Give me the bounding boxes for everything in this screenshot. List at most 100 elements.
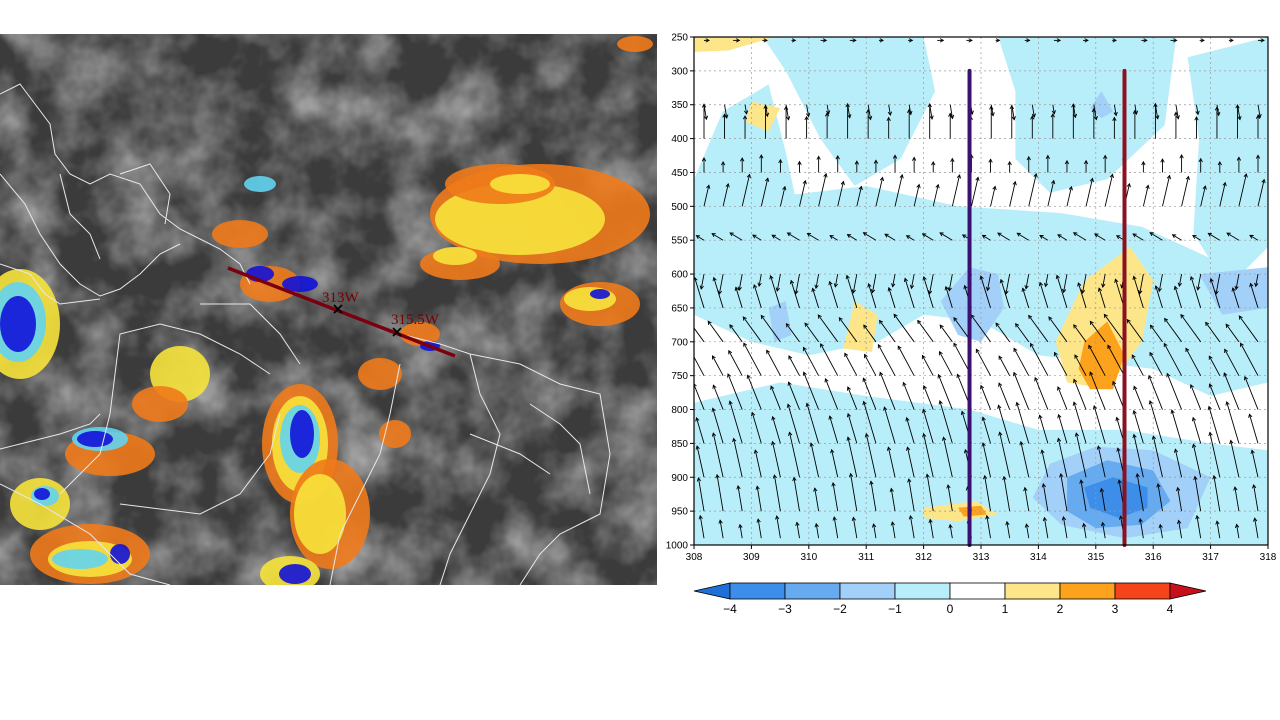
wind-arrow xyxy=(897,345,915,376)
wind-arrow xyxy=(1004,273,1011,295)
wind-arrow xyxy=(928,518,934,539)
wind-arrow xyxy=(1250,449,1259,478)
y-tick-label: 600 xyxy=(671,270,688,281)
wind-arrow xyxy=(1257,178,1266,207)
wind-arrow xyxy=(728,400,743,444)
wind-arrow xyxy=(922,385,934,410)
wind-arrow xyxy=(931,160,936,173)
wind-arrow xyxy=(1156,483,1163,512)
wind-arrow xyxy=(820,343,839,376)
wind-arrow xyxy=(1074,354,1087,376)
colorbar-box xyxy=(894,582,951,600)
wind-arrow xyxy=(778,158,783,173)
wind-arrow xyxy=(1005,520,1011,539)
wind-arrow xyxy=(1077,282,1087,309)
wind-arrow xyxy=(1157,273,1163,293)
wind-arrow xyxy=(736,484,743,512)
wind-arrow xyxy=(771,440,781,478)
wind-arrow xyxy=(1189,275,1202,309)
wind-arrow xyxy=(1149,232,1163,241)
wind-arrow xyxy=(788,431,800,478)
wind-arrow xyxy=(1059,472,1068,512)
wind-arrow xyxy=(1048,316,1068,343)
wind-arrow xyxy=(1214,273,1221,295)
wind-arrow xyxy=(870,273,877,294)
wind-arrow xyxy=(1007,160,1012,173)
wind-arrow xyxy=(1229,439,1240,478)
wind-arrow xyxy=(797,160,802,173)
wind-arrow xyxy=(863,324,877,343)
wind-arrow xyxy=(921,233,934,241)
wind-arrow xyxy=(865,108,871,139)
wind-arrow xyxy=(1097,287,1106,309)
wind-arrow xyxy=(732,437,743,478)
wind-arrow xyxy=(922,432,934,478)
wind-arrow xyxy=(1176,486,1183,512)
wind-arrow xyxy=(728,349,743,376)
wind-arrow xyxy=(998,355,1011,376)
wind-arrow xyxy=(729,324,743,343)
wind-arrow xyxy=(1085,177,1094,207)
wind-arrow xyxy=(1071,103,1076,139)
wind-arrow xyxy=(760,314,781,343)
wind-arrow xyxy=(1138,273,1144,295)
wind-arrow xyxy=(1132,275,1144,309)
wind-arrow xyxy=(712,276,724,309)
wind-arrow xyxy=(701,103,707,139)
wind-arrow xyxy=(785,322,800,343)
wind-arrow xyxy=(1217,160,1222,173)
wind-arrow xyxy=(818,172,828,207)
colorbar-box xyxy=(1114,582,1171,600)
wind-arrow xyxy=(707,320,724,343)
border-line xyxy=(0,263,101,305)
wind-arrow xyxy=(1224,348,1240,376)
x-tick-label: 316 xyxy=(1145,552,1162,563)
colorbar-box xyxy=(839,582,896,600)
wind-arrow xyxy=(890,521,896,539)
wind-arrow xyxy=(894,173,904,207)
reference-lines xyxy=(967,68,1127,547)
wind-arrow xyxy=(837,180,845,207)
wind-arrow xyxy=(756,518,762,539)
wind-arrow xyxy=(1113,104,1118,117)
wind-arrow xyxy=(704,38,710,43)
wind-arrow xyxy=(814,522,820,539)
colorbar-box xyxy=(1059,582,1116,600)
wind-arrow xyxy=(1199,38,1205,43)
wind-arrow xyxy=(1021,287,1030,309)
wind-arrow xyxy=(1028,314,1049,343)
wind-arrow xyxy=(1219,181,1227,207)
wind-arrow xyxy=(1080,273,1087,294)
wind-arrow xyxy=(1164,317,1182,343)
wind-arrow xyxy=(699,273,705,290)
wind-arrow xyxy=(1163,342,1182,376)
contour-region xyxy=(694,37,775,52)
x-tick-label: 309 xyxy=(743,552,760,563)
x-tick-label: 310 xyxy=(800,552,817,563)
wind-arrow xyxy=(762,38,768,43)
wind-arrow xyxy=(905,446,915,478)
wind-arrow xyxy=(1243,375,1259,410)
colorbar-tick-label: 2 xyxy=(1057,602,1064,616)
wind-arrow xyxy=(794,273,800,295)
wind-arrow xyxy=(1107,344,1125,376)
wind-arrow xyxy=(879,319,896,343)
cross-section-chart: 250 300 350 400 450 500 550 600 650 700 750 800 850 9… xyxy=(660,30,1280,630)
wind-arrow xyxy=(791,38,797,43)
wind-arrow xyxy=(742,115,748,139)
wind-arrow xyxy=(948,112,953,139)
colorbar-tick-label: 1 xyxy=(1002,602,1009,616)
cross-section-svg: 250 300 350 400 450 500 550 600 650 700 750 800 850 9… xyxy=(666,33,1277,617)
wind-arrow xyxy=(720,161,726,173)
wind-arrow xyxy=(1238,315,1259,343)
wind-arrow xyxy=(869,480,877,512)
wind-arrow xyxy=(711,432,724,478)
wind-arrow xyxy=(864,353,877,376)
border-line xyxy=(529,403,591,495)
wind-arrow xyxy=(1074,432,1087,478)
wind-arrow xyxy=(1192,235,1201,241)
wind-arrow xyxy=(887,286,896,309)
y-tick-label: 650 xyxy=(671,303,688,314)
convective-cell xyxy=(617,36,653,52)
marker-315-5w: 315.5W xyxy=(391,312,440,337)
